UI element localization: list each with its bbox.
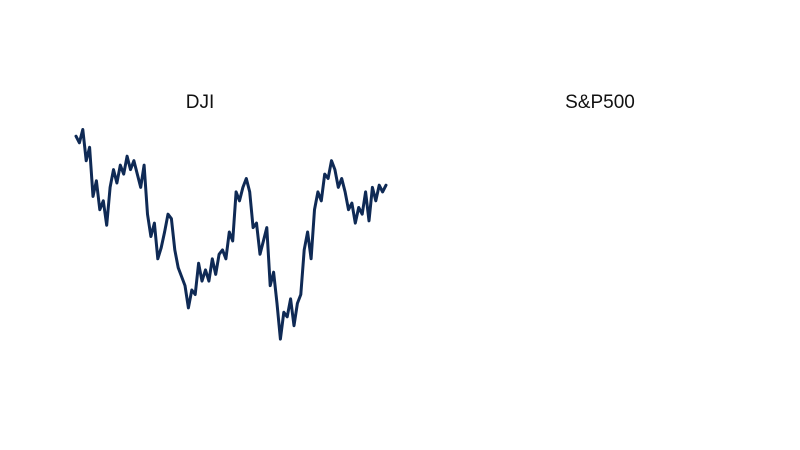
chart-title: S&P500	[565, 92, 635, 113]
chart-title: DJI	[185, 92, 215, 113]
sp500-chart-panel: S&P500	[400, 0, 800, 450]
series-line	[74, 128, 388, 341]
dji-line-plot	[74, 128, 388, 341]
sp500-line-plot	[400, 0, 800, 450]
dji-chart-panel: DJI	[74, 92, 388, 341]
